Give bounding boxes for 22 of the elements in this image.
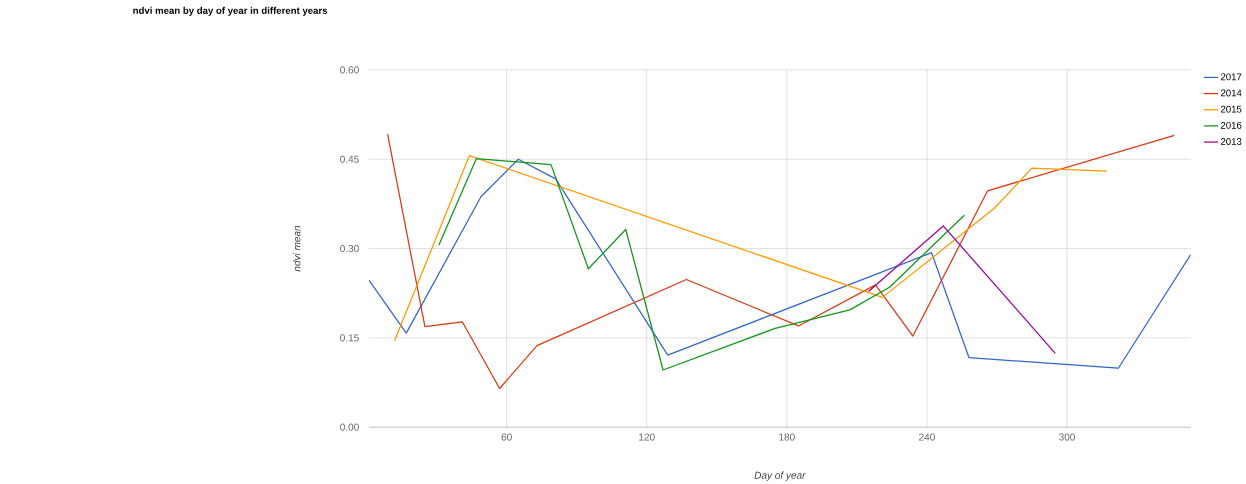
x-tick-label: 60 [501, 433, 512, 441]
line-series [438, 158, 965, 371]
y-tick-label: 0.15 [340, 334, 359, 342]
legend-label: 2013 [1220, 138, 1242, 146]
legend-label: 2016 [1220, 122, 1242, 129]
x-axis-title: Day of year [754, 471, 806, 482]
y-tick-label: 0.45 [340, 155, 359, 163]
x-tick-label: 300 [1059, 433, 1075, 441]
legend-label: 2017 [1220, 73, 1242, 81]
x-tick-label: 120 [639, 433, 655, 441]
x-tick-label: 180 [779, 433, 795, 441]
legend-label: 2015 [1220, 105, 1242, 113]
y-tick-label: 0.60 [340, 66, 359, 74]
text: ndvi mean by day of year in different years [133, 7, 328, 17]
line-series [368, 158, 1191, 370]
line-series [386, 133, 1176, 390]
line-series [393, 155, 1108, 342]
y-axis-title: ndvi mean [293, 226, 301, 272]
legend-label: 2014 [1220, 89, 1242, 97]
y-tick-label: 0.30 [340, 245, 359, 253]
y-tick-label: 0.00 [340, 423, 359, 431]
x-tick-label: 240 [919, 433, 935, 441]
